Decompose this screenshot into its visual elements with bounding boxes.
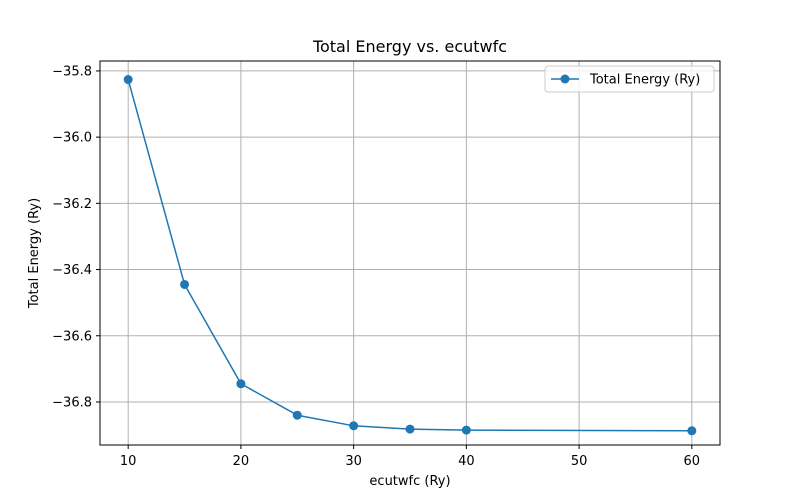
y-tick-label: −36.2 bbox=[52, 197, 92, 212]
legend: Total Energy (Ry) bbox=[544, 65, 715, 93]
y-tick-label: −35.8 bbox=[52, 64, 92, 79]
tick-marks: 10 20 30 40 50 60 −35.8 −36.0 −36.2 −36.4 −36.6 −36… bbox=[52, 64, 700, 469]
y-tick-label: −36.4 bbox=[52, 263, 92, 278]
data-point bbox=[461, 425, 471, 435]
data-point bbox=[123, 75, 133, 85]
data-point bbox=[236, 379, 246, 389]
legend-marker-swatch bbox=[560, 74, 570, 84]
data-point bbox=[180, 279, 190, 289]
x-tick-label: 10 bbox=[120, 454, 137, 469]
series-layer bbox=[123, 75, 697, 436]
y-axis-label: Total Energy (Ry) bbox=[27, 198, 42, 309]
x-tick-label: 30 bbox=[345, 454, 362, 469]
axes bbox=[99, 60, 721, 446]
series-line bbox=[127, 79, 692, 432]
chart-title: Total Energy vs. ecutwfc bbox=[312, 37, 507, 56]
legend-box bbox=[544, 65, 715, 93]
y-tick-label: −36.6 bbox=[52, 329, 92, 344]
y-tick-label: −36.8 bbox=[52, 395, 92, 410]
data-point bbox=[687, 426, 697, 436]
x-tick-label: 60 bbox=[684, 454, 701, 469]
legend-entry-label: Total Energy (Ry) bbox=[589, 73, 700, 88]
y-tick-label: −36.0 bbox=[52, 131, 92, 146]
data-point bbox=[292, 410, 302, 420]
x-tick-label: 40 bbox=[458, 454, 475, 469]
data-point bbox=[405, 424, 415, 434]
plot-frame bbox=[99, 60, 721, 446]
x-tick-label: 20 bbox=[233, 454, 250, 469]
x-axis-label: ecutwfc (Ry) bbox=[369, 474, 450, 489]
x-tick-label: 50 bbox=[571, 454, 588, 469]
data-point bbox=[349, 421, 359, 431]
